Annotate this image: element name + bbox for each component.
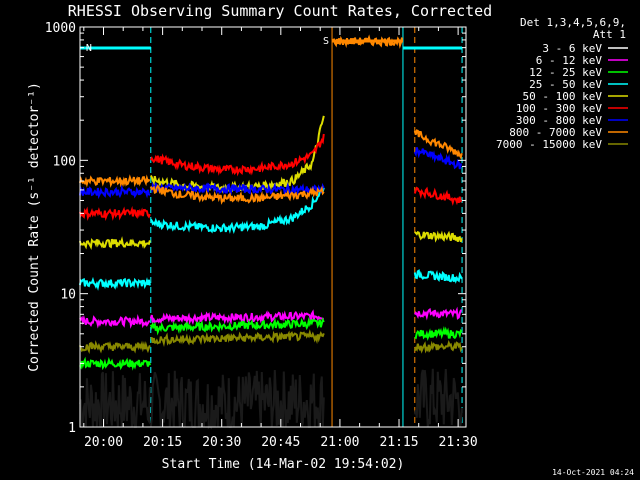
series-6-12keV (79, 306, 462, 329)
x-tick-label: 20:45 (261, 435, 300, 450)
y-tick-label: 10 (60, 288, 76, 303)
attenuator-info: Att 1 (593, 28, 626, 41)
series-line (78, 174, 151, 188)
x-axis-label: Start Time (14-Mar-02 19:54:02) (162, 457, 405, 472)
series-line (149, 186, 325, 234)
series-line (331, 34, 403, 49)
y-tick-label: 1 (68, 421, 76, 436)
flag-saa-label: S (323, 36, 329, 47)
series-12-25keV (79, 316, 463, 371)
series-line (78, 371, 151, 428)
series-line (413, 306, 462, 321)
legend-label: 50 - 100 keV (523, 90, 603, 103)
series-line (413, 269, 463, 284)
series-100-300keV (78, 133, 462, 222)
legend-label: 3 - 6 keV (542, 42, 602, 55)
x-tick-label: 21:00 (320, 435, 359, 450)
x-tick-label: 21:15 (379, 435, 418, 450)
series-line (78, 340, 151, 355)
series-line (149, 369, 325, 430)
series-line (149, 181, 325, 197)
chart-title: RHESSI Observing Summary Count Rates, Co… (68, 2, 492, 20)
series-line (78, 236, 151, 250)
series-line (149, 133, 325, 177)
legend-label: 7000 - 15000 keV (496, 138, 602, 151)
series-line (78, 276, 151, 291)
legend-label: 800 - 7000 keV (509, 126, 602, 139)
legend-label: 25 - 50 keV (529, 78, 602, 91)
series-line (413, 147, 462, 170)
y-tick-label: 1000 (45, 21, 76, 36)
series-line (414, 326, 463, 342)
series-line (150, 329, 325, 348)
y-tick-label: 100 (53, 154, 76, 169)
x-tick-label: 20:15 (143, 435, 182, 450)
x-tick-label: 20:30 (202, 435, 241, 450)
series-800-7000keV (78, 34, 463, 205)
flag-night-label: N (86, 43, 92, 54)
legend-label: 6 - 12 keV (536, 54, 603, 67)
series-line (149, 184, 325, 205)
series-line (79, 314, 151, 329)
series-25-50keV (78, 186, 463, 291)
legend-label: 300 - 800 keV (516, 114, 602, 127)
series-line (413, 368, 463, 428)
series-line (79, 356, 151, 371)
y-axis-label: Corrected Count Rate (s⁻¹ detector⁻¹) (27, 82, 42, 372)
series-line (413, 129, 463, 160)
series-line (78, 205, 151, 222)
series-3-6keV (78, 368, 463, 430)
x-tick-label: 21:30 (439, 435, 478, 450)
series-300-800keV (78, 147, 462, 200)
series-line (149, 316, 325, 336)
legend-label: 100 - 300 keV (516, 102, 602, 115)
series-line (149, 309, 324, 326)
series-line (414, 230, 463, 243)
axis-layer: 1 10 100 1000 20:00 20:15 20:30 20:45 21:00 21:15… (45, 21, 478, 450)
series-line (413, 339, 463, 354)
legend-label: 12 - 25 keV (529, 66, 602, 79)
series-line (78, 184, 151, 200)
series-line (413, 186, 462, 206)
footer-date: 14-Oct-2021 04:24 (552, 468, 634, 477)
series-7000-15000keV (78, 329, 463, 355)
data-layer: NS (78, 27, 463, 430)
detectors-info: Det 1,3,4,5,6,9, (520, 16, 626, 29)
x-tick-label: 20:00 (84, 435, 123, 450)
plot-frame (79, 26, 467, 428)
